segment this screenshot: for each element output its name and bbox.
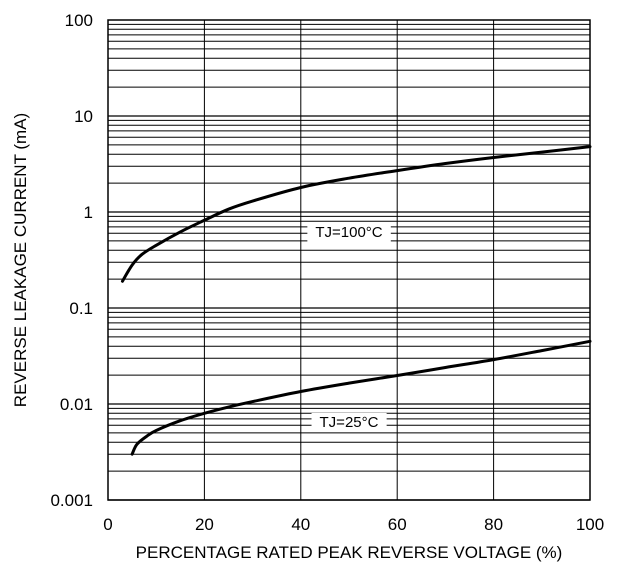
y-tick-label: 0.01 [60, 395, 93, 414]
y-axis-title: REVERSE LEAKAGE CURRENT (mA) [11, 113, 30, 407]
annotation-label: TJ=25°C [320, 414, 379, 431]
x-tick-label: 0 [103, 515, 112, 534]
plot-frame [107, 19, 591, 501]
x-tick-label: 60 [388, 515, 407, 534]
series-annotation: TJ=25°C [311, 412, 387, 432]
annotations: TJ=100°C TJ=25°C [307, 222, 391, 432]
x-axis-title: PERCENTAGE RATED PEAK REVERSE VOLTAGE (%… [136, 543, 563, 562]
x-tick-label: 40 [291, 515, 310, 534]
y-tick-label: 0.1 [69, 299, 93, 318]
y-tick-label: 1 [84, 203, 93, 222]
annotation-background [311, 412, 387, 432]
y-axis-tick-labels: 0.001 0.01 0.1 1 10 100 [50, 11, 93, 510]
x-axis-tick-labels: 0 20 40 60 80 100 [103, 515, 604, 534]
curves [120, 145, 592, 456]
series-annotation: TJ=100°C [307, 222, 391, 242]
series-line [130, 339, 592, 456]
x-tick-label: 80 [484, 515, 503, 534]
x-tick-label: 100 [576, 515, 604, 534]
y-tick-label: 100 [65, 11, 93, 30]
x-tick-label: 20 [195, 515, 214, 534]
y-tick-label: 10 [74, 107, 93, 126]
annotation-label: TJ=100°C [315, 224, 382, 241]
y-tick-label: 0.001 [50, 491, 93, 510]
series-line [120, 145, 592, 283]
annotation-background [307, 222, 391, 242]
